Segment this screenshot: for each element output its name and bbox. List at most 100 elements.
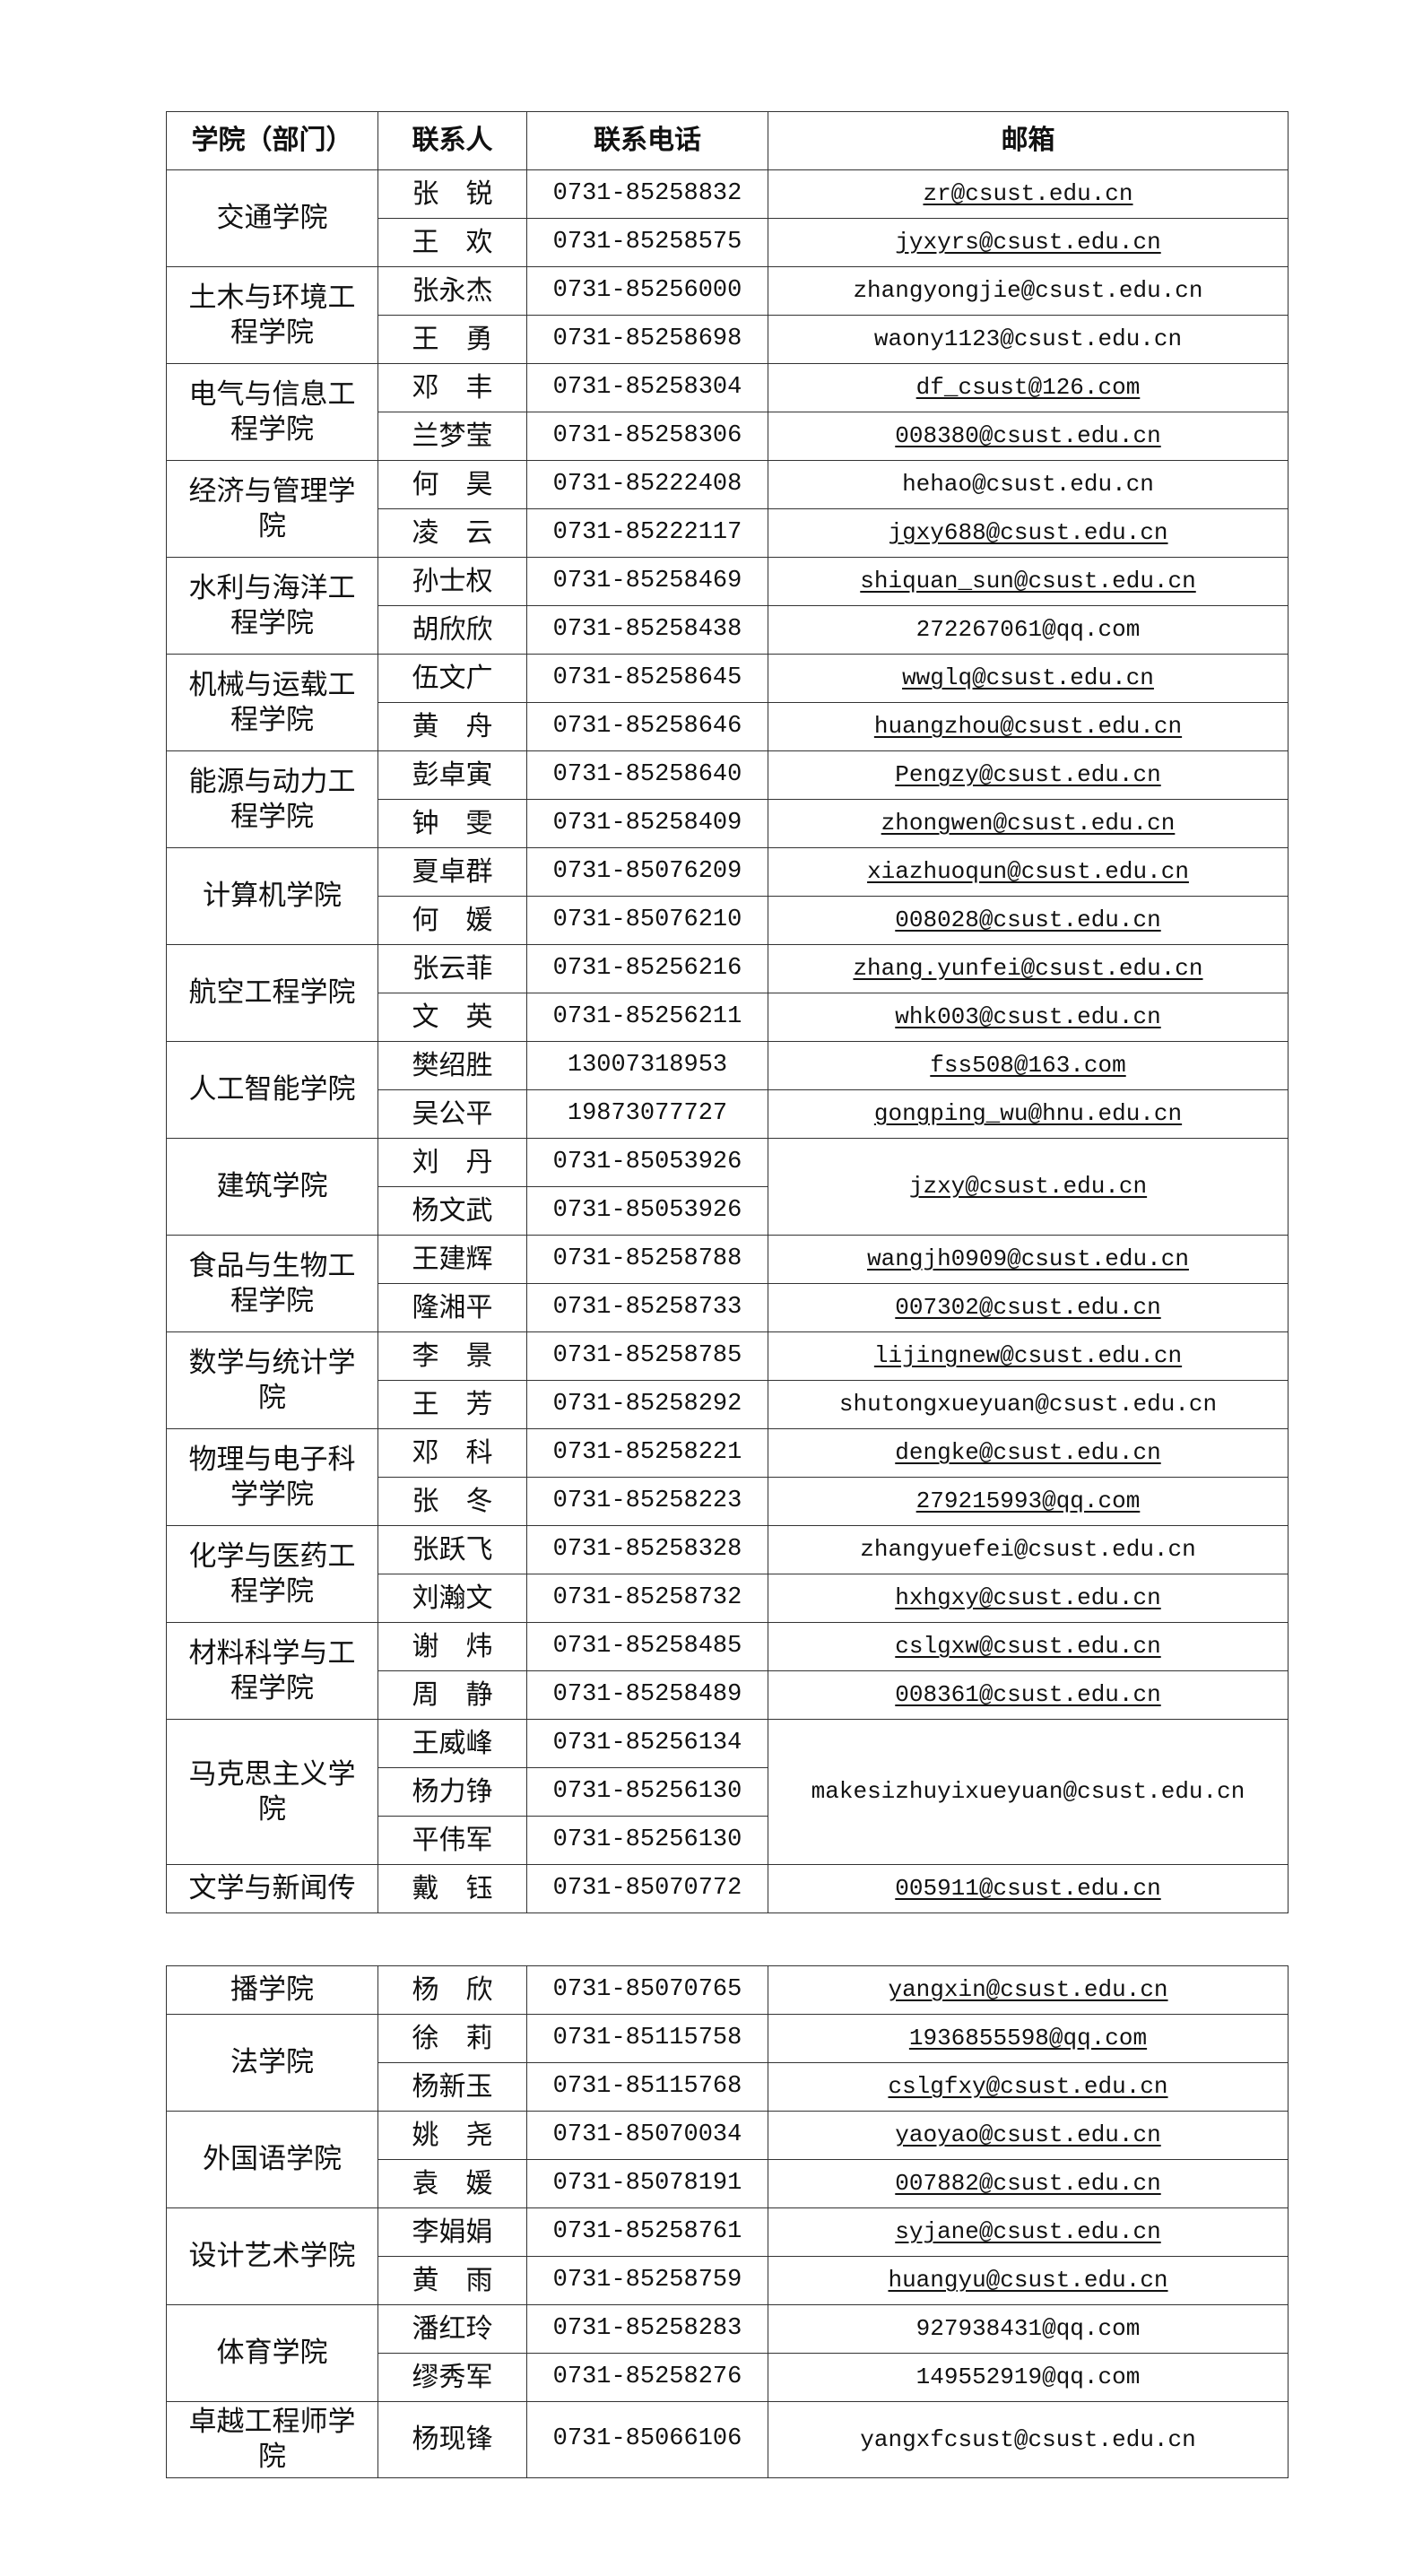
table-row: 凌 云 0731-85222117 jgxy688@csust.edu.cn bbox=[167, 508, 1289, 558]
contact-name: 杨力铮 bbox=[377, 1767, 527, 1817]
contact-name: 王 勇 bbox=[377, 315, 527, 364]
email-link[interactable]: xiazhuoqun@csust.edu.cn bbox=[867, 858, 1189, 886]
contact-name: 黄 舟 bbox=[377, 702, 527, 751]
contact-phone: 13007318953 bbox=[526, 1041, 768, 1090]
contact-phone: 0731-85256134 bbox=[526, 1719, 768, 1768]
email-link[interactable]: 279215993@qq.com bbox=[915, 1487, 1141, 1515]
contact-name: 邓 丰 bbox=[377, 363, 527, 412]
email-link[interactable]: shiquan_sun@csust.edu.cn bbox=[860, 568, 1196, 595]
contact-name: 王建辉 bbox=[377, 1235, 527, 1284]
college-cell: 电气与信息工程学院 bbox=[166, 363, 378, 461]
email-link[interactable]: 007882@csust.edu.cn bbox=[895, 2170, 1161, 2198]
contact-phone: 0731-85258640 bbox=[526, 750, 768, 800]
email-link[interactable]: cslgxw@csust.edu.cn bbox=[895, 1633, 1161, 1661]
email-cell: cslgxw@csust.edu.cn bbox=[768, 1622, 1289, 1671]
email-cell: 008380@csust.edu.cn bbox=[768, 412, 1289, 461]
contact-name: 凌 云 bbox=[377, 508, 527, 558]
college-cell: 法学院 bbox=[166, 2014, 378, 2112]
email-link[interactable]: jgxy688@csust.edu.cn bbox=[888, 519, 1168, 547]
email-cell: gongping_wu@hnu.edu.cn bbox=[768, 1089, 1289, 1139]
email-cell: 007302@csust.edu.cn bbox=[768, 1283, 1289, 1332]
email-text: makesizhuyixueyuan@csust.edu.cn bbox=[811, 1778, 1245, 1806]
contact-phone: 0731-85258761 bbox=[526, 2207, 768, 2257]
email-text: zhangyongjie@csust.edu.cn bbox=[853, 277, 1203, 305]
contact-name: 张跃飞 bbox=[377, 1525, 527, 1574]
email-cell: 927938431@qq.com bbox=[768, 2304, 1289, 2354]
email-link[interactable]: fss508@163.com bbox=[930, 1052, 1126, 1080]
contact-name: 彭卓寅 bbox=[377, 750, 527, 800]
email-link[interactable]: syjane@csust.edu.cn bbox=[895, 2218, 1161, 2246]
email-link[interactable]: 008380@csust.edu.cn bbox=[895, 422, 1161, 450]
email-link[interactable]: huangzhou@csust.edu.cn bbox=[873, 713, 1183, 741]
email-link[interactable]: jyxyrs@csust.edu.cn bbox=[895, 229, 1161, 256]
email-cell: hxhgxy@csust.edu.cn bbox=[768, 1574, 1289, 1623]
contact-phone: 0731-85258469 bbox=[526, 557, 768, 606]
email-cell: 007882@csust.edu.cn bbox=[768, 2159, 1289, 2208]
table-row: 物理与电子科学学院邓 科 0731-85258221 dengke@csust.ed… bbox=[166, 1428, 1289, 1526]
email-link[interactable]: 1936855598@qq.com bbox=[908, 2025, 1148, 2052]
contact-phone: 0731-85078191 bbox=[526, 2159, 768, 2208]
table-row: 隆湘平 0731-85258733 007302@csust.edu.cn bbox=[167, 1283, 1289, 1332]
college-cell: 能源与动力工程学院 bbox=[166, 750, 378, 848]
contact-phone: 0731-85258328 bbox=[526, 1525, 768, 1574]
contact-name: 胡欣欣 bbox=[377, 605, 527, 655]
email-link[interactable]: Pengzy@csust.edu.cn bbox=[895, 761, 1161, 789]
email-link[interactable]: whk003@csust.edu.cn bbox=[895, 1003, 1161, 1031]
contact-name: 张永杰 bbox=[377, 266, 527, 316]
contact-phone: 19873077727 bbox=[526, 1089, 768, 1139]
contact-phone: 0731-85256000 bbox=[526, 266, 768, 316]
table-row: 交通学院张 锐 0731-85258832 zr@csust.edu.cn bbox=[166, 169, 1289, 267]
email-cell: xiazhuoqun@csust.edu.cn bbox=[768, 847, 1289, 897]
table-row: 水利与海洋工程学院 孙士权 0731-85258469 shiquan_sun@csu… bbox=[166, 557, 1289, 655]
email-link[interactable]: huangyu@csust.edu.cn bbox=[888, 2267, 1168, 2294]
contact-phone: 0731-85258788 bbox=[526, 1235, 768, 1284]
contact-phone: 0731-85258785 bbox=[526, 1331, 768, 1381]
email-link[interactable]: yangxin@csust.edu.cn bbox=[888, 1976, 1168, 2004]
email-link[interactable]: wwglq@csust.edu.cn bbox=[902, 664, 1154, 692]
table-row: 能源与动力工程学院 彭卓寅 0731-85258640 Pengzy@csust.ed… bbox=[166, 750, 1289, 848]
email-link[interactable]: gongping_wu@hnu.edu.cn bbox=[873, 1100, 1183, 1128]
college-cell: 土木与环境工程学院 bbox=[166, 266, 378, 364]
email-link[interactable]: wangjh0909@csust.edu.cn bbox=[867, 1245, 1189, 1273]
email-link[interactable]: 008361@csust.edu.cn bbox=[895, 1681, 1161, 1709]
college-cell: 航空工程学院 bbox=[166, 944, 378, 1042]
table-row: 经济与管理学院何 昊 0731-85222408 hehao@csust.edu.c… bbox=[166, 460, 1289, 558]
contact-phone: 0731-85258276 bbox=[526, 2353, 768, 2402]
email-link[interactable]: 008028@csust.edu.cn bbox=[895, 906, 1161, 934]
contact-name: 张 锐 bbox=[377, 169, 527, 219]
email-cell: yaoyao@csust.edu.cn bbox=[768, 2111, 1289, 2160]
email-cell: zhongwen@csust.edu.cn bbox=[768, 799, 1289, 848]
email-link[interactable]: 005911@csust.edu.cn bbox=[895, 1875, 1161, 1903]
contact-phone: 0731-85258646 bbox=[526, 702, 768, 751]
email-link[interactable]: cslgfxy@csust.edu.cn bbox=[888, 2073, 1168, 2101]
contact-phone: 0731-85222408 bbox=[526, 460, 768, 509]
table-row: 何 媛 0731-85076210 008028@csust.edu.cn bbox=[167, 896, 1289, 945]
email-link[interactable]: lijingnew@csust.edu.cn bbox=[873, 1342, 1183, 1370]
email-link[interactable]: hxhgxy@csust.edu.cn bbox=[895, 1584, 1161, 1612]
contact-phone: 0731-85258732 bbox=[526, 1574, 768, 1623]
table-row: 化学与医药工程学院 张跃飞 0731-85258328 zhangyuefei@csu… bbox=[166, 1525, 1289, 1623]
contact-name: 孙士权 bbox=[377, 557, 527, 606]
email-link[interactable]: yaoyao@csust.edu.cn bbox=[895, 2121, 1161, 2149]
email-link[interactable]: df_csust@126.com bbox=[915, 374, 1141, 402]
contact-name: 戴 钰 bbox=[377, 1864, 527, 1913]
contact-name: 潘红玲 bbox=[377, 2304, 527, 2354]
email-text: waony1123@csust.edu.cn bbox=[873, 325, 1183, 353]
email-link[interactable]: zhang.yunfei@csust.edu.cn bbox=[853, 955, 1203, 983]
email-link[interactable]: 007302@csust.edu.cn bbox=[895, 1294, 1161, 1322]
email-text: shutongxueyuan@csust.edu.cn bbox=[838, 1391, 1218, 1418]
college-cell: 食品与生物工程学院 bbox=[166, 1235, 378, 1332]
email-cell: 149552919@qq.com bbox=[768, 2353, 1289, 2402]
college-cell: 水利与海洋工程学院 bbox=[166, 557, 378, 655]
contact-phone: 0731-85258832 bbox=[526, 169, 768, 219]
email-link[interactable]: zr@csust.edu.cn bbox=[923, 180, 1133, 208]
college-cell: 卓越工程师学院 bbox=[166, 2401, 378, 2478]
email-link[interactable]: dengke@csust.edu.cn bbox=[895, 1439, 1161, 1467]
contact-phone: 0731-85258304 bbox=[526, 363, 768, 412]
contacts-table: 学院（部门） 联系人 联系电话 邮箱 交通学院张 锐 0731-85258832 z… bbox=[166, 111, 1289, 1913]
email-link[interactable]: zhongwen@csust.edu.cn bbox=[881, 810, 1176, 837]
contact-phone: 0731-85258645 bbox=[526, 654, 768, 703]
table-row: 体育学院 潘红玲 0731-85258283 927938431@qq.com bbox=[166, 2304, 1289, 2402]
contact-name: 吴公平 bbox=[377, 1089, 527, 1139]
email-link[interactable]: jzxy@csust.edu.cn bbox=[908, 1173, 1148, 1201]
